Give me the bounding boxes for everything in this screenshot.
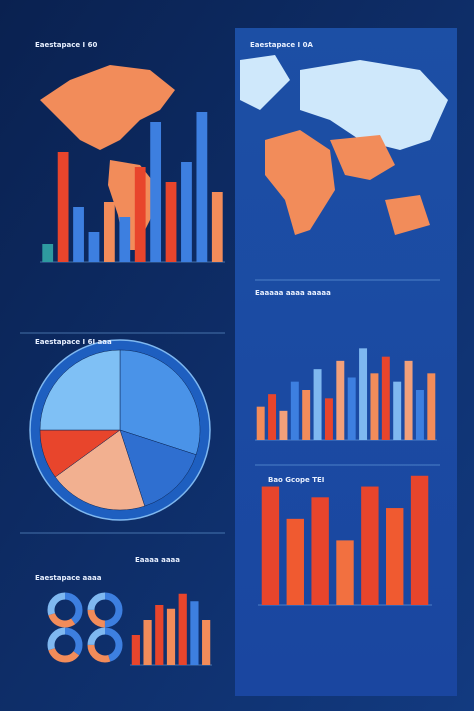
bar (268, 394, 277, 440)
chart-title: Eaestapace I 6I aaa (35, 338, 112, 346)
bar (42, 244, 54, 262)
bar (393, 381, 402, 440)
bar (202, 620, 211, 665)
bar (211, 192, 223, 262)
bar (119, 217, 131, 262)
chart-title: Eaestapace I 0A (250, 41, 313, 49)
bar (88, 232, 100, 262)
donut-segment (87, 592, 123, 628)
pie-slice (39, 349, 121, 431)
bar (165, 182, 177, 262)
bar (155, 605, 164, 665)
bar (361, 486, 379, 605)
bar (359, 348, 368, 440)
bar (166, 608, 176, 665)
chart-title: Eaestapace I 60 (35, 41, 97, 49)
pie-slice (54, 429, 146, 511)
bar (311, 497, 329, 605)
bar (256, 406, 265, 440)
bar (410, 475, 429, 605)
bar (336, 540, 354, 605)
bar (134, 167, 146, 262)
bar (324, 398, 333, 440)
donut-segment (87, 627, 123, 663)
donut-segment (47, 627, 83, 663)
bar (261, 486, 280, 605)
chart-title: Eaaaa aaaa (135, 556, 180, 564)
bar (103, 202, 115, 262)
world-map-right (240, 55, 448, 235)
bar (143, 620, 152, 665)
bar (347, 377, 356, 440)
chart-title: Bao Gcope TEI (268, 476, 324, 484)
donut-segment (47, 627, 83, 663)
bar (279, 410, 288, 440)
bar (286, 518, 304, 605)
bar (302, 390, 311, 440)
bar (178, 593, 187, 665)
pie-slice (119, 349, 201, 456)
bar (386, 508, 404, 605)
bar (427, 373, 436, 440)
bar (313, 369, 322, 440)
bar (415, 390, 424, 440)
bar (150, 122, 162, 262)
bar (73, 207, 84, 262)
bar (181, 162, 192, 262)
donut-segment (87, 592, 123, 628)
bar (196, 112, 208, 262)
bar (404, 360, 413, 440)
bar (131, 635, 140, 665)
chart-title: Eaaaaa aaaa aaaaa (255, 289, 331, 297)
pie-slice (119, 429, 197, 507)
chart-title: Eaestapace aaaa (35, 574, 102, 582)
bar (370, 373, 379, 440)
bar (336, 360, 345, 440)
bar (381, 356, 390, 440)
donut-segment (47, 592, 83, 628)
bar (57, 152, 69, 262)
donut-segment (47, 592, 83, 628)
donut-segment (87, 627, 123, 663)
bar (190, 601, 199, 665)
bar (290, 381, 299, 440)
